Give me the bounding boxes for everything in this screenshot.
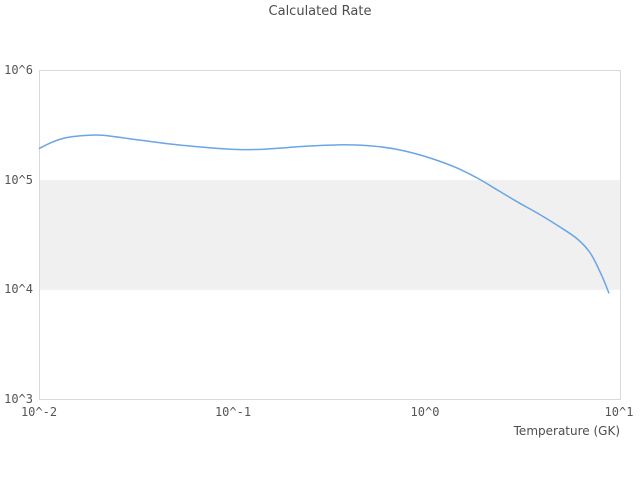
y-tick-label-1e6: 10^6 xyxy=(4,63,33,77)
y-tick-label-1e5: 10^5 xyxy=(4,173,33,187)
y-tick-label-1e4: 10^4 xyxy=(4,282,33,296)
x-tick-label-1e-2: 10^-2 xyxy=(20,405,58,419)
x-tick-label-1e1: 10^1 xyxy=(604,405,634,419)
chart-title: Calculated Rate xyxy=(268,4,372,19)
x-axis-title: Temperature (GK) xyxy=(513,424,620,438)
shaded-band xyxy=(39,180,621,290)
rate-curve xyxy=(38,134,610,294)
y-tick-label-1e3: 10^3 xyxy=(4,392,33,406)
x-tick-label-1e0: 10^0 xyxy=(410,405,440,419)
plot-frame xyxy=(39,70,621,400)
x-tick-label-1e-1: 10^-1 xyxy=(214,405,252,419)
